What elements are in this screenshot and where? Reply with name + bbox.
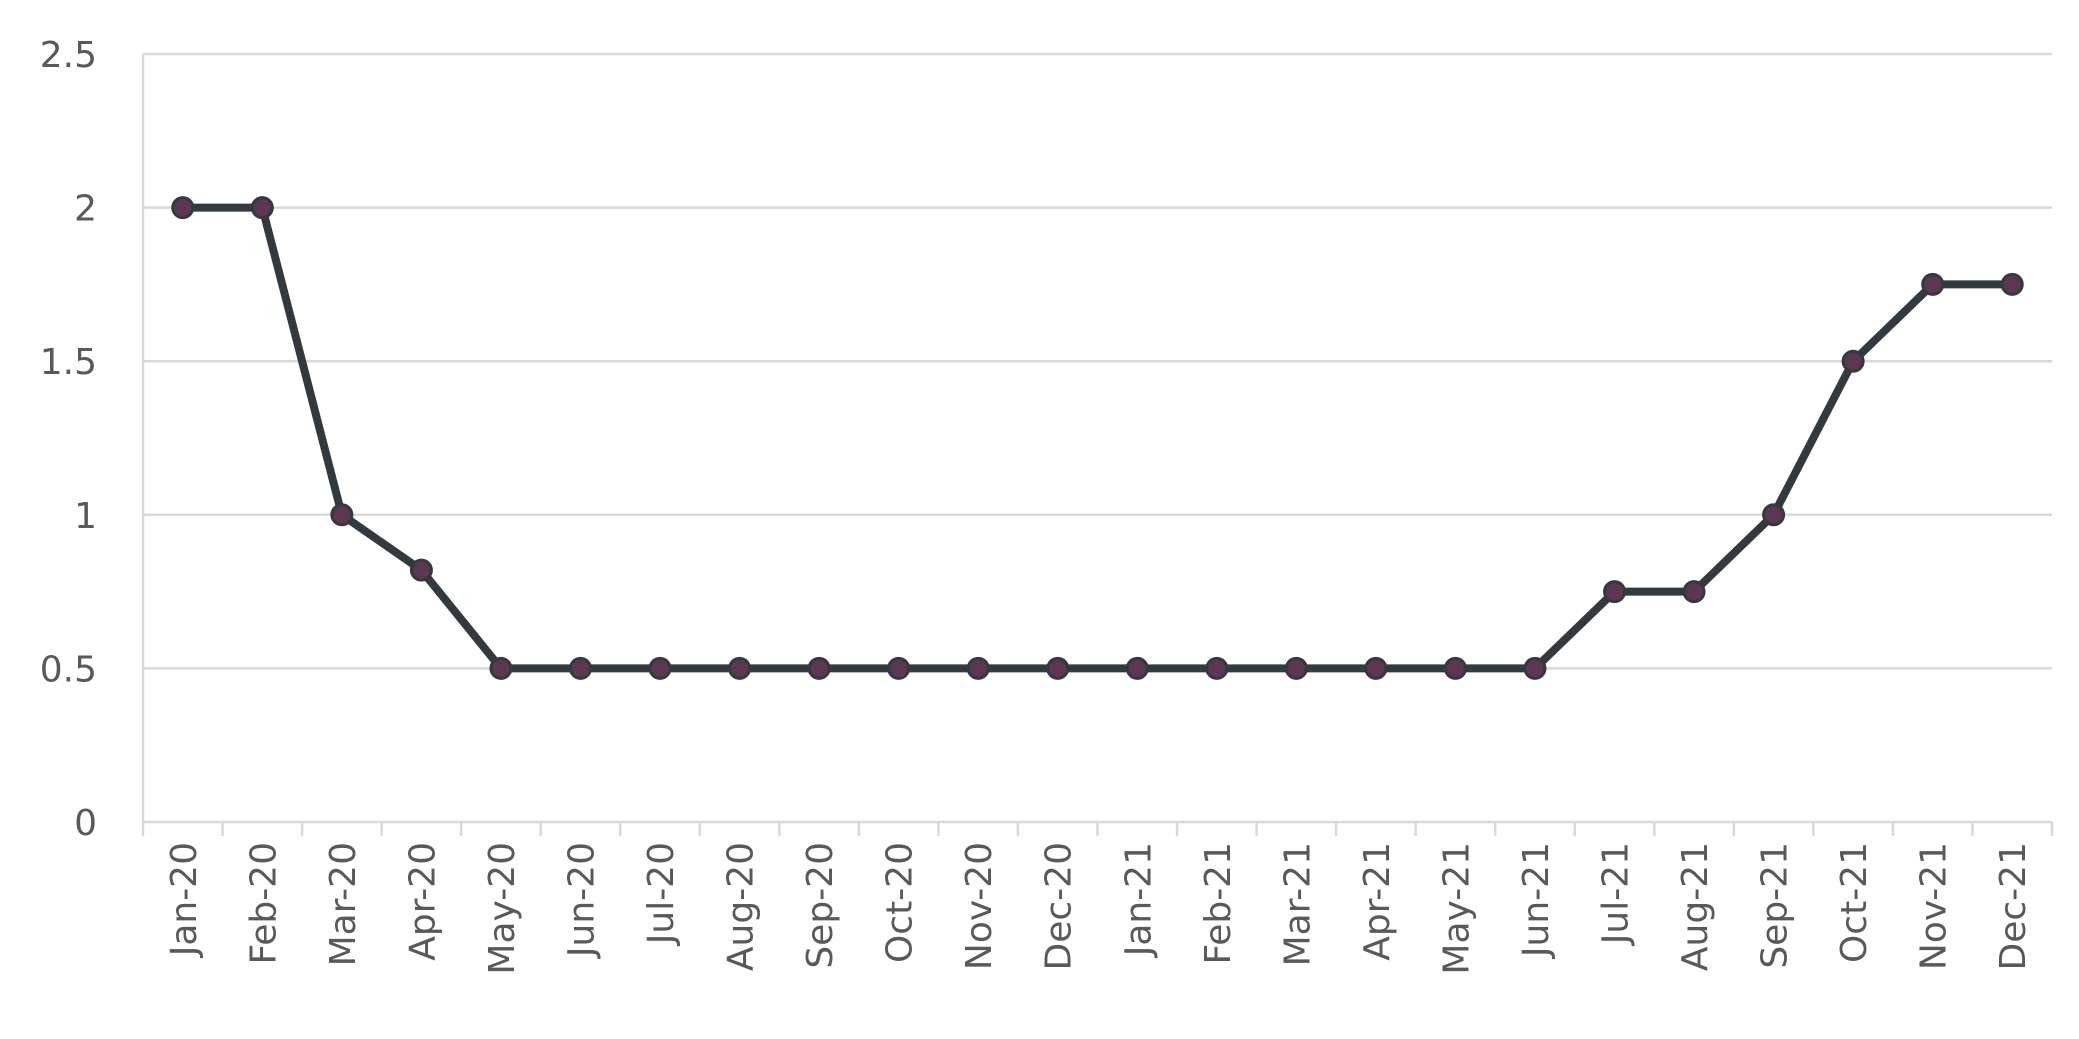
x-tick-label: Sep-20 [800, 842, 841, 969]
data-point [887, 656, 911, 680]
x-tick-label: Dec-20 [1039, 842, 1080, 970]
y-tick-label: 0 [74, 803, 97, 844]
x-tick-label: Oct-20 [880, 842, 921, 963]
x-tick-label: Feb-21 [1198, 842, 1239, 965]
data-point [1841, 349, 1865, 373]
x-tick-label: Nov-21 [1914, 842, 1955, 970]
data-point [250, 196, 274, 220]
data-point [171, 196, 195, 220]
series-line [171, 196, 2024, 680]
x-tick-label: Jul-21 [1596, 842, 1637, 946]
x-tick-label: Jun-20 [561, 842, 602, 959]
x-tick-label: Jan-20 [164, 842, 205, 958]
data-point [568, 656, 592, 680]
data-point [1046, 656, 1070, 680]
data-point [966, 656, 990, 680]
data-point [1443, 656, 1467, 680]
x-tick-label: Nov-20 [959, 842, 1000, 970]
x-tick-label: Aug-21 [1675, 842, 1716, 971]
x-tick-label: Sep-21 [1755, 842, 1796, 969]
x-tick-label: Oct-21 [1834, 842, 1875, 963]
data-point [1682, 580, 1706, 604]
data-point [1523, 656, 1547, 680]
y-tick-label: 0.5 [40, 649, 97, 690]
x-tick-label: May-20 [482, 842, 523, 975]
x-tick-label: Dec-21 [1993, 842, 2034, 970]
x-axis: Jan-20 Feb-20 Mar-20 Apr-20 May-20 Jun-20 Jul-… [141, 54, 2054, 975]
data-point [1125, 656, 1149, 680]
x-tick-label: Apr-20 [402, 842, 443, 961]
series-polyline [182, 203, 2013, 673]
x-tick-label: May-21 [1436, 842, 1477, 975]
data-point [1284, 656, 1308, 680]
data-point [409, 558, 433, 582]
y-axis-tick-labels: 0 0.5 1 1.5 2 2.5 [40, 35, 97, 844]
data-point [1762, 503, 1786, 527]
data-point [1364, 656, 1388, 680]
x-tick-label: Jan-21 [1118, 842, 1159, 958]
x-tick-label: Mar-21 [1277, 842, 1318, 966]
data-point [648, 656, 672, 680]
x-tick-label: Jul-20 [641, 842, 682, 946]
data-point [330, 503, 354, 527]
x-tick-label: Apr-21 [1357, 842, 1398, 961]
data-point [728, 656, 752, 680]
data-point [1205, 656, 1229, 680]
y-tick-label: 1 [74, 496, 97, 537]
data-point [1603, 580, 1627, 604]
data-point [2000, 272, 2024, 296]
y-tick-label: 1.5 [40, 342, 97, 383]
x-tick-label: Jun-21 [1516, 842, 1557, 959]
data-point [1921, 272, 1945, 296]
x-tick-label: Mar-20 [323, 842, 364, 966]
y-tick-label: 2 [74, 189, 97, 230]
y-tick-label: 2.5 [40, 35, 97, 76]
gridlines [143, 52, 2052, 670]
data-point [489, 656, 513, 680]
x-tick-label: Aug-20 [721, 842, 762, 971]
data-point [807, 656, 831, 680]
x-tick-label: Feb-20 [243, 842, 284, 965]
